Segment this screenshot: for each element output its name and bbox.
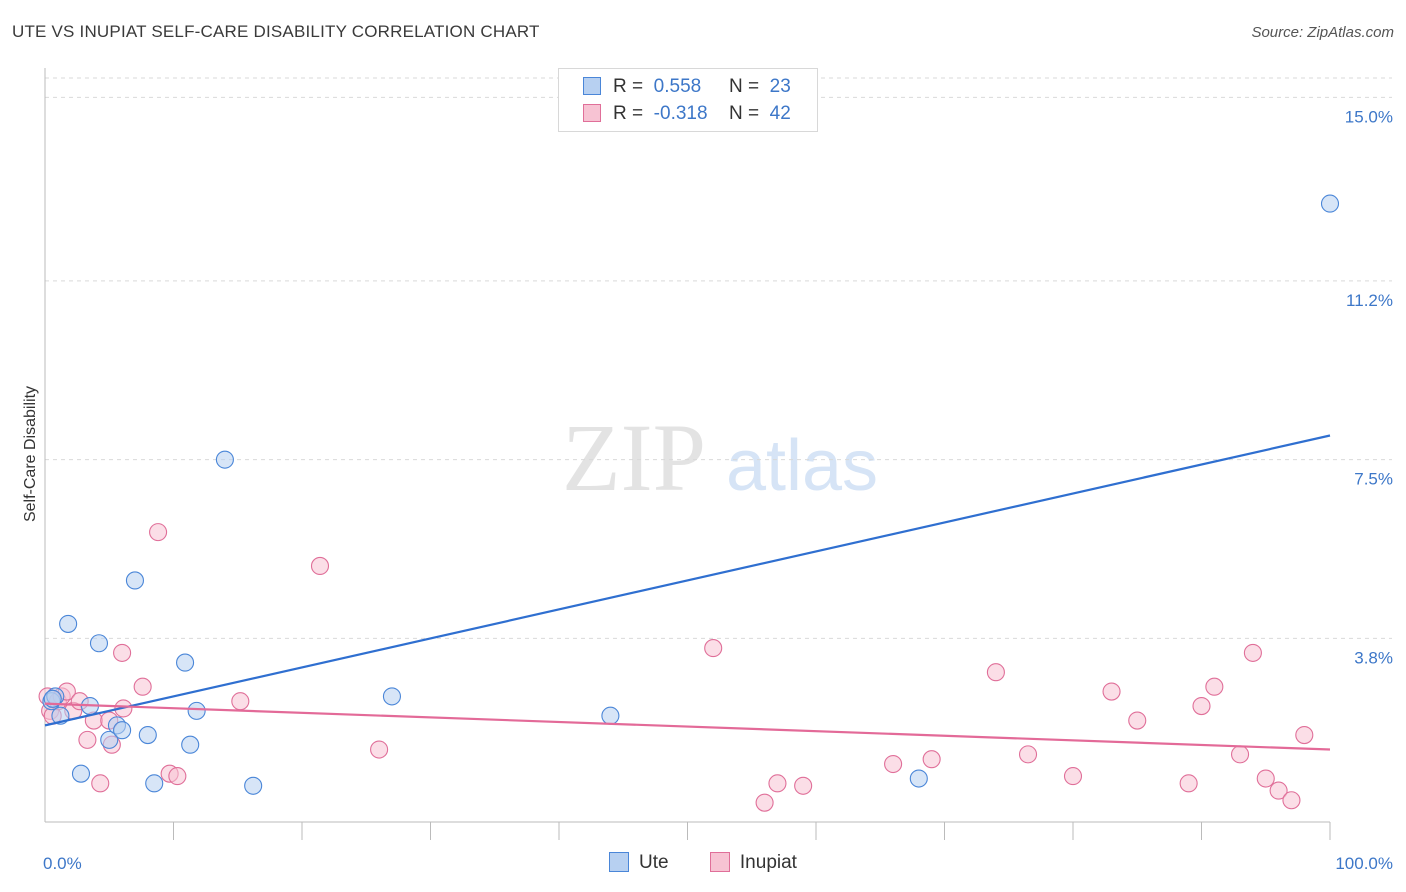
legend-n-value: 23	[769, 76, 791, 97]
ute-point	[113, 721, 132, 740]
ute-point	[601, 706, 620, 725]
ute-point	[59, 614, 78, 633]
legend-r-label: R =	[613, 103, 644, 124]
inupiat-point	[922, 750, 941, 769]
inupiat-point	[768, 774, 787, 793]
inupiat-point	[1256, 769, 1275, 788]
legend-item-inupiat: Inupiat	[709, 852, 797, 874]
inupiat-point	[1063, 767, 1083, 786]
ute-point	[176, 653, 195, 672]
legend-row-inupiat: R = -0.318 N = 42	[583, 103, 791, 125]
ute-point	[181, 735, 200, 754]
inupiat-point	[1205, 677, 1224, 696]
ute-point	[89, 634, 109, 653]
inupiat-point	[1102, 682, 1121, 701]
ute-point	[1320, 194, 1340, 213]
grid-lines	[45, 77, 1392, 639]
ute-trend-line	[44, 434, 1331, 727]
ute-point	[71, 764, 91, 783]
ute-point	[125, 571, 144, 590]
inupiat-point	[1269, 781, 1288, 800]
watermark-atlas: atlas	[726, 426, 878, 506]
ute-point	[215, 450, 234, 469]
inupiat-point	[1192, 697, 1211, 716]
ute-point	[145, 774, 164, 793]
inupiat-point	[149, 523, 168, 542]
ute-point	[138, 725, 157, 745]
watermark-zip: ZIP	[562, 404, 706, 511]
inupiat-point	[1128, 711, 1147, 730]
legend-r-label: R =	[613, 76, 644, 97]
inupiat-point	[1179, 774, 1198, 793]
inupiat-point	[704, 639, 723, 658]
inupiat-point	[986, 663, 1005, 682]
ute-swatch	[583, 77, 601, 95]
inupiat-point	[1018, 745, 1038, 764]
ute-point	[382, 687, 402, 706]
inupiat-trend-line	[44, 702, 1331, 751]
ute-legend-swatch	[609, 852, 630, 872]
legend-r-value: -0.318	[653, 103, 708, 124]
legend-item-ute: Ute	[609, 852, 669, 874]
series-legend: Ute Inupiat	[0, 852, 1406, 874]
inupiat-point	[133, 677, 152, 696]
legend-n-label: N =	[728, 76, 760, 97]
watermark: ZIP atlas	[562, 404, 878, 511]
x-tick-label: 0.0%	[43, 854, 82, 873]
legend-row-ute: R = 0.558 N = 23	[583, 76, 791, 98]
inupiat-point	[1243, 643, 1262, 662]
inupiat-point	[1282, 791, 1301, 810]
inupiat-point	[370, 740, 389, 759]
trend-lines	[44, 434, 1331, 751]
source-label: Source: ZipAtlas.com	[1251, 24, 1394, 41]
legend-r-value: 0.558	[653, 76, 702, 97]
inupiat-point	[755, 793, 774, 812]
ute-point	[100, 730, 119, 749]
inupiat-swatch	[583, 104, 601, 122]
inupiat-point	[113, 643, 132, 662]
inupiat-point	[1231, 745, 1250, 764]
inupiat-point	[1295, 725, 1314, 745]
y-tick-label: 11.2%	[1346, 291, 1393, 310]
inupiat-point	[310, 556, 330, 575]
ute-point	[187, 701, 206, 720]
legend-ute-label: Ute	[639, 852, 669, 873]
inupiat-legend-swatch	[709, 852, 730, 872]
data-points	[38, 194, 1340, 812]
inupiat-point	[91, 774, 110, 793]
inupiat-point	[231, 692, 250, 711]
inupiat-point	[168, 767, 187, 786]
legend-n-value: 42	[769, 103, 791, 124]
legend-n-label: N =	[728, 103, 760, 124]
y-tick-labels: 3.8% 7.5% 11.2% 15.0%	[1345, 107, 1393, 667]
inupiat-point	[794, 776, 813, 795]
y-tick-label: 3.8%	[1354, 648, 1393, 667]
legend-inupiat-label: Inupiat	[739, 852, 797, 873]
y-tick-label: 7.5%	[1354, 470, 1393, 489]
y-tick-label: 15.0%	[1345, 107, 1393, 126]
y-axis-label: Self-Care Disability	[22, 386, 39, 522]
chart-title: UTE VS INUPIAT SELF-CARE DISABILITY CORR…	[12, 22, 540, 41]
stats-legend: R = 0.558 N = 23 R = -0.318 N = 42	[558, 68, 818, 132]
inupiat-point	[884, 754, 903, 774]
ute-point	[244, 776, 263, 795]
inupiat-point	[78, 730, 97, 749]
x-tick-label: 100.0%	[1335, 854, 1393, 873]
x-tick-labels: 0.0% 100.0%	[43, 854, 1393, 873]
ute-point	[909, 769, 928, 788]
